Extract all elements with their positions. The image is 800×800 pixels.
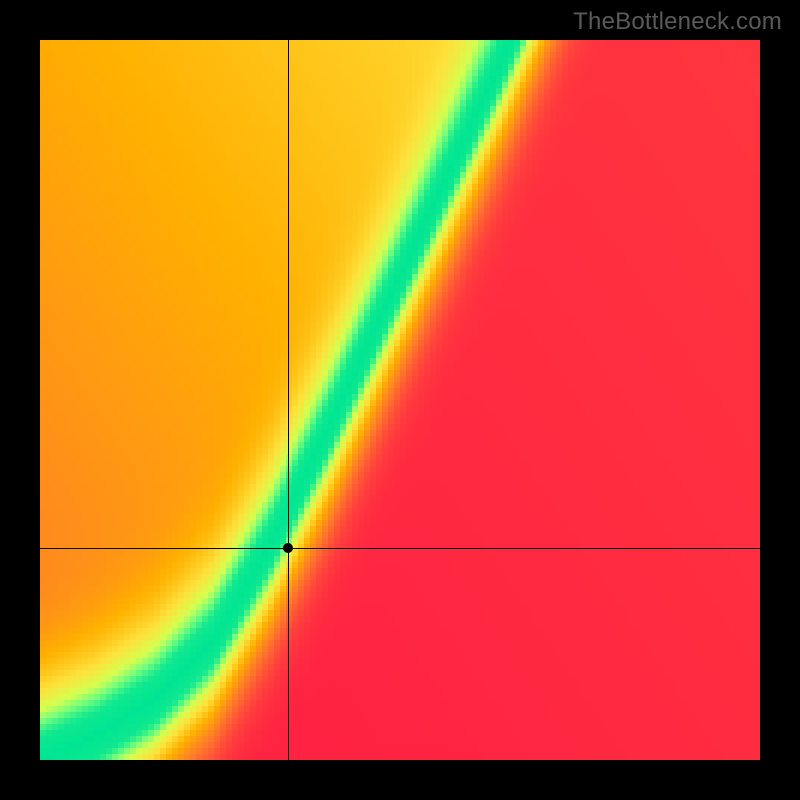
crosshair-horizontal xyxy=(40,548,760,549)
heatmap-canvas xyxy=(40,40,760,760)
crosshair-dot xyxy=(283,543,293,553)
crosshair-vertical xyxy=(288,40,289,760)
root: TheBottleneck.com xyxy=(0,0,800,800)
watermark-text: TheBottleneck.com xyxy=(573,8,782,36)
plot-area xyxy=(40,40,760,760)
